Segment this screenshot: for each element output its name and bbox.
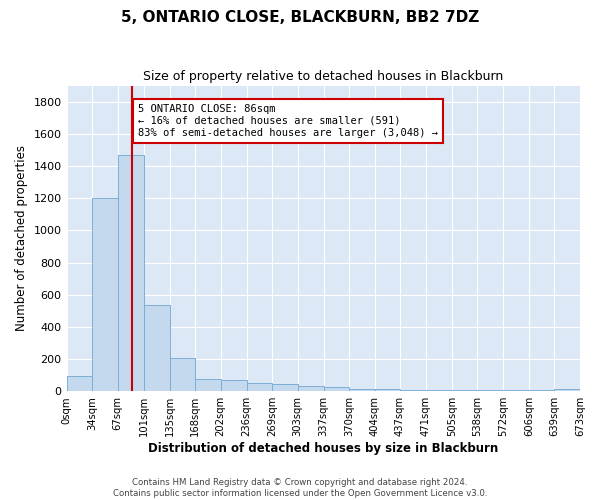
Bar	[170, 358, 195, 391]
Bar	[143, 305, 170, 391]
Y-axis label: Number of detached properties: Number of detached properties	[15, 146, 28, 332]
Bar	[554, 389, 580, 391]
Bar	[247, 383, 272, 391]
Bar	[452, 390, 477, 391]
Bar	[221, 380, 247, 391]
X-axis label: Distribution of detached houses by size in Blackburn: Distribution of detached houses by size …	[148, 442, 499, 455]
Bar	[529, 390, 554, 391]
Bar	[477, 390, 503, 391]
Bar	[503, 390, 529, 391]
Bar	[92, 198, 118, 391]
Bar	[272, 384, 298, 391]
Text: Contains HM Land Registry data © Crown copyright and database right 2024.
Contai: Contains HM Land Registry data © Crown c…	[113, 478, 487, 498]
Bar	[375, 389, 400, 391]
Title: Size of property relative to detached houses in Blackburn: Size of property relative to detached ho…	[143, 70, 503, 83]
Bar	[195, 379, 221, 391]
Text: 5 ONTARIO CLOSE: 86sqm
← 16% of detached houses are smaller (591)
83% of semi-de: 5 ONTARIO CLOSE: 86sqm ← 16% of detached…	[138, 104, 438, 138]
Bar	[118, 154, 143, 391]
Bar	[400, 390, 426, 391]
Bar	[323, 386, 349, 391]
Bar	[349, 389, 375, 391]
Bar	[67, 376, 92, 391]
Text: 5, ONTARIO CLOSE, BLACKBURN, BB2 7DZ: 5, ONTARIO CLOSE, BLACKBURN, BB2 7DZ	[121, 10, 479, 25]
Bar	[426, 390, 452, 391]
Bar	[298, 386, 323, 391]
